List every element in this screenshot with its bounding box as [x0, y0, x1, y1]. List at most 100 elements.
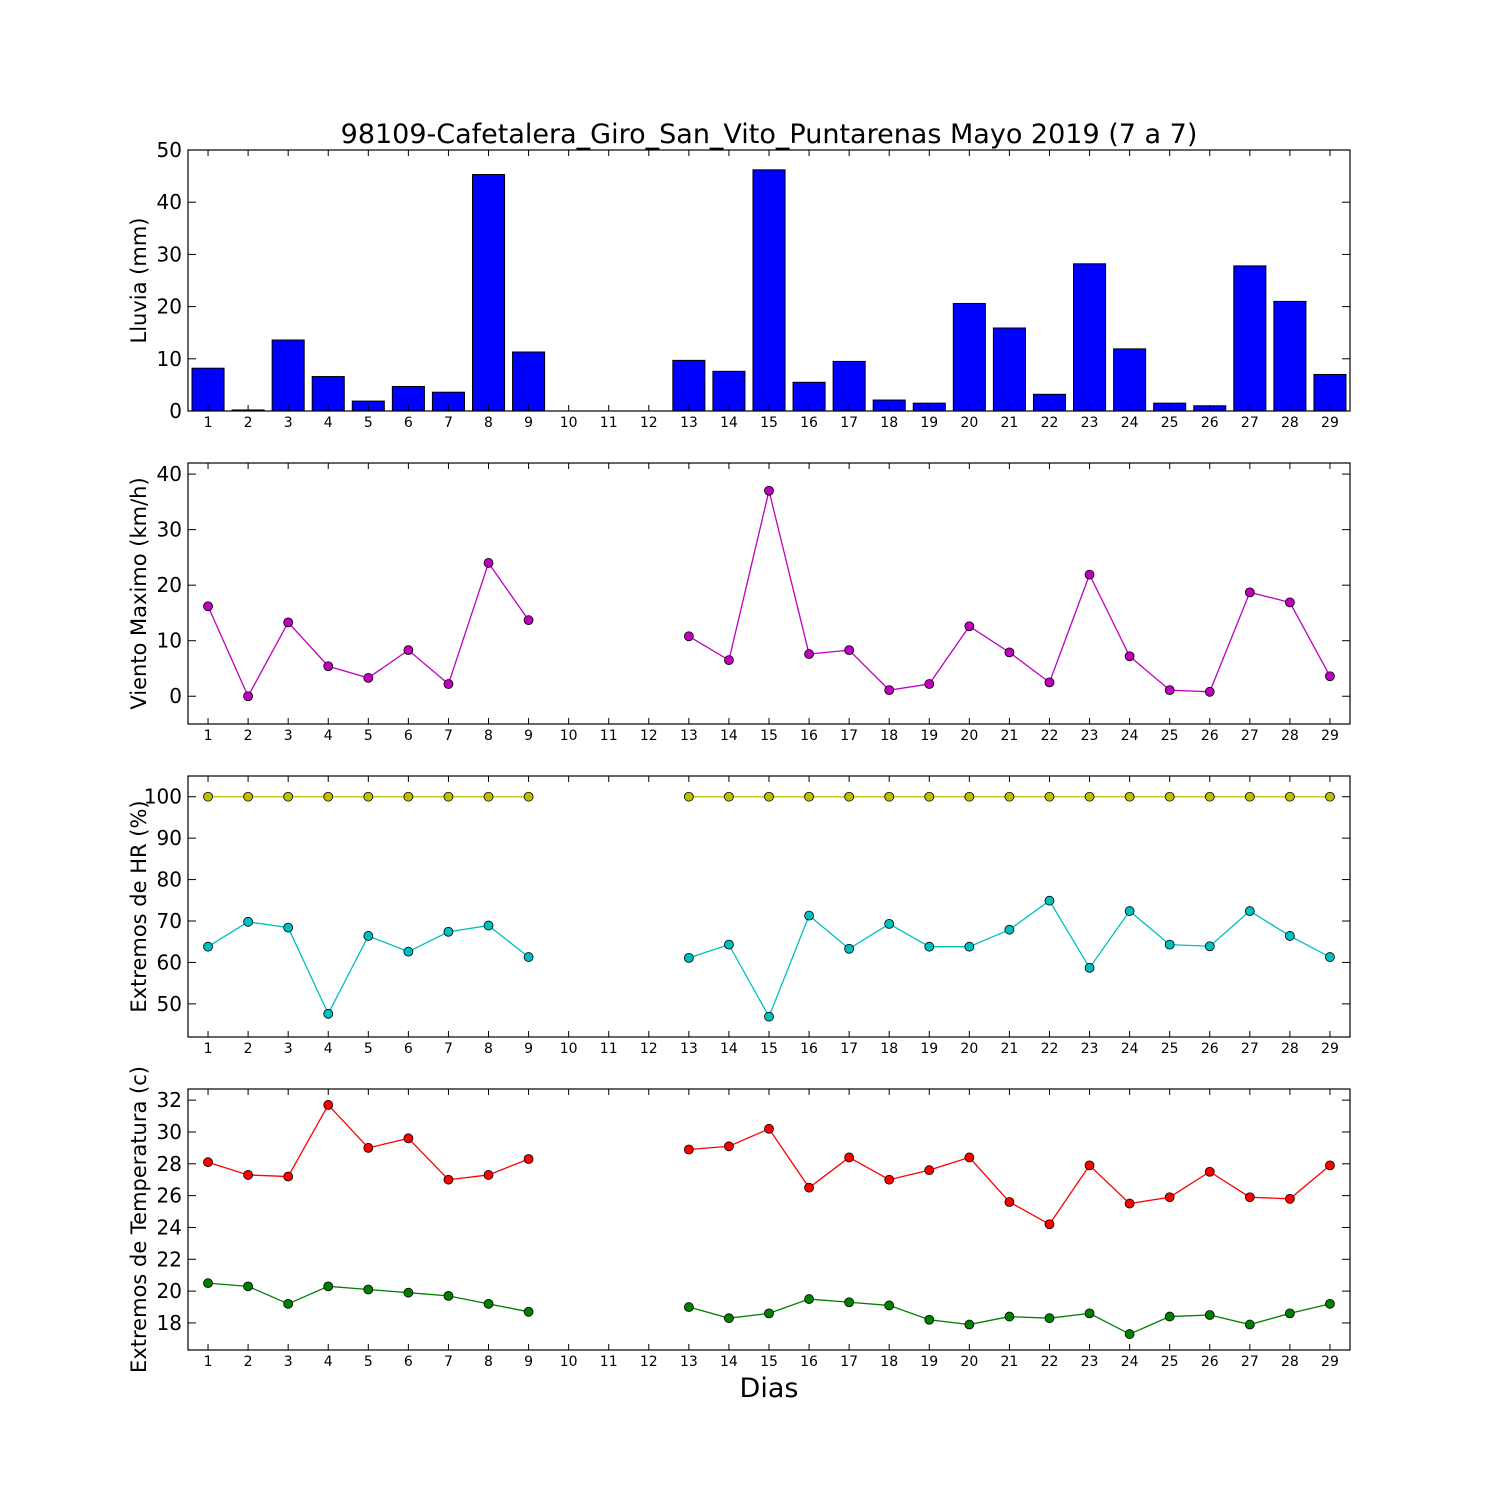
xtick-label-viento: 6	[404, 728, 413, 744]
xtick-label-hr: 28	[1281, 1041, 1299, 1057]
bar-lluvia-day-24	[1113, 348, 1147, 412]
ytick-label-hr: 90	[157, 826, 182, 850]
y-axis-label-lluvia: Lluvia (mm)	[127, 218, 151, 344]
ytick-label-lluvia: 10	[157, 347, 182, 371]
point-temperatura-s1-day-24	[1124, 1329, 1135, 1339]
point-temperatura-s1-day-13	[683, 1302, 694, 1312]
point-hr-s0-day-28	[1284, 791, 1295, 802]
xtick-label-hr: 6	[404, 1041, 413, 1057]
xtick-label-lluvia: 1	[204, 415, 213, 431]
point-temperatura-s1-day-3	[283, 1298, 294, 1309]
point-hr-s1-day-2	[243, 916, 254, 927]
xtick-label-lluvia: 6	[404, 415, 413, 431]
point-viento-s0-day-3	[283, 617, 294, 628]
point-hr-s1-day-3	[283, 922, 294, 933]
xtick-label-lluvia: 7	[444, 415, 453, 431]
point-hr-s0-day-8	[483, 791, 494, 802]
xtick-label-temperatura: 14	[720, 1354, 738, 1370]
xtick-label-viento: 22	[1041, 728, 1059, 744]
xtick-label-viento: 17	[840, 728, 858, 744]
point-temperatura-s0-day-13	[683, 1144, 694, 1155]
line-viento-s0-seg1	[688, 490, 1331, 693]
point-temperatura-s0-day-7	[443, 1174, 454, 1185]
point-temperatura-s0-day-16	[804, 1182, 814, 1193]
point-viento-s0-day-13	[683, 631, 694, 642]
xtick-label-viento: 28	[1281, 728, 1299, 744]
xtick-label-lluvia: 8	[484, 415, 493, 431]
xtick-label-temperatura: 18	[880, 1354, 898, 1370]
point-hr-s0-day-24	[1124, 791, 1135, 802]
point-temperatura-s0-day-28	[1284, 1193, 1295, 1204]
point-hr-s0-day-21	[1004, 791, 1015, 802]
point-viento-s0-day-1	[203, 601, 213, 612]
xtick-label-viento: 4	[324, 728, 333, 744]
point-viento-s0-day-14	[724, 655, 734, 666]
point-temperatura-s0-day-18	[884, 1174, 895, 1185]
point-hr-s1-day-4	[323, 1008, 334, 1019]
point-temperatura-s0-day-27	[1244, 1192, 1255, 1203]
xtick-label-lluvia: 24	[1121, 415, 1139, 431]
point-temperatura-s0-day-2	[243, 1170, 254, 1180]
xtick-label-hr: 3	[284, 1041, 293, 1057]
bar-lluvia-day-20	[952, 302, 986, 412]
point-hr-s0-day-13	[683, 791, 694, 802]
point-temperatura-s1-day-9	[523, 1306, 534, 1317]
xtick-label-viento: 21	[1000, 728, 1018, 744]
ytick-label-lluvia: 20	[157, 295, 182, 319]
xtick-label-lluvia: 12	[640, 415, 658, 431]
point-temperatura-s1-day-15	[764, 1308, 774, 1319]
chart-title: 98109-Cafetalera_Giro_San_Vito_Puntarena…	[341, 119, 1198, 150]
xtick-label-hr: 22	[1041, 1041, 1059, 1057]
xtick-label-temperatura: 2	[244, 1354, 253, 1370]
xtick-label-hr: 5	[364, 1041, 373, 1057]
xtick-label-lluvia: 26	[1201, 415, 1219, 431]
xtick-label-temperatura: 15	[760, 1354, 778, 1370]
xtick-label-temperatura: 19	[920, 1354, 938, 1370]
point-temperatura-s0-day-6	[403, 1133, 414, 1144]
xtick-label-hr: 1	[204, 1041, 213, 1057]
point-temperatura-s0-day-8	[483, 1170, 494, 1180]
point-hr-s1-day-21	[1004, 924, 1015, 935]
bar-lluvia-day-8	[471, 174, 506, 412]
point-hr-s1-day-8	[483, 920, 494, 931]
point-viento-s0-day-4	[323, 661, 334, 672]
xtick-label-lluvia: 25	[1161, 415, 1179, 431]
ytick-label-viento: 20	[157, 573, 182, 597]
bar-lluvia-day-14	[712, 370, 746, 412]
xtick-label-temperatura: 7	[444, 1354, 453, 1370]
xtick-label-viento: 23	[1081, 728, 1099, 744]
point-temperatura-s0-day-5	[363, 1142, 374, 1153]
xtick-label-lluvia: 9	[524, 415, 533, 431]
xtick-label-hr: 29	[1321, 1041, 1339, 1057]
ytick-label-hr: 80	[157, 868, 182, 892]
point-hr-s0-day-2	[243, 791, 254, 802]
point-hr-s0-day-25	[1164, 791, 1175, 802]
point-viento-s0-day-9	[523, 615, 534, 626]
point-temperatura-s1-day-20	[964, 1319, 975, 1330]
point-viento-s0-day-23	[1084, 569, 1095, 580]
ytick-label-viento: 40	[157, 462, 182, 486]
point-viento-s0-day-7	[443, 679, 454, 689]
point-temperatura-s0-day-19	[924, 1165, 935, 1176]
xtick-label-lluvia: 13	[680, 415, 698, 431]
point-temperatura-s1-day-7	[443, 1290, 454, 1301]
xtick-label-temperatura: 23	[1081, 1354, 1099, 1370]
point-temperatura-s1-day-27	[1244, 1319, 1255, 1330]
ytick-label-temperatura: 22	[157, 1247, 182, 1271]
point-temperatura-s1-day-1	[203, 1278, 213, 1289]
point-hr-s1-day-29	[1325, 952, 1335, 962]
point-hr-s0-day-5	[363, 791, 374, 802]
xtick-label-temperatura: 4	[324, 1354, 333, 1370]
xtick-label-temperatura: 20	[960, 1354, 978, 1370]
point-hr-s0-day-4	[323, 791, 334, 802]
point-hr-s0-day-14	[724, 791, 734, 802]
xtick-label-hr: 16	[800, 1041, 818, 1057]
bar-lluvia-day-13	[672, 359, 706, 412]
xtick-label-hr: 9	[524, 1041, 533, 1057]
point-temperatura-s1-day-23	[1084, 1308, 1095, 1319]
